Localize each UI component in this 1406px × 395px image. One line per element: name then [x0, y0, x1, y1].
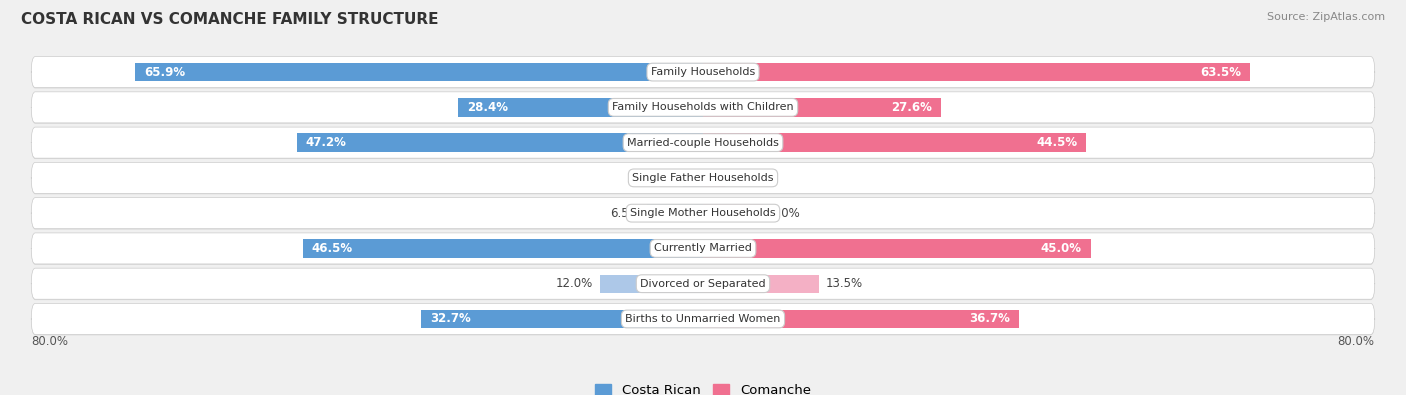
Bar	[683, 169, 703, 187]
Bar	[302, 239, 703, 258]
Text: 12.0%: 12.0%	[555, 277, 593, 290]
FancyBboxPatch shape	[31, 57, 1375, 88]
Bar	[422, 310, 703, 328]
Text: 36.7%: 36.7%	[970, 312, 1011, 325]
Text: 80.0%: 80.0%	[1337, 335, 1375, 348]
FancyBboxPatch shape	[31, 304, 1375, 335]
Bar	[703, 239, 1091, 258]
Text: 2.3%: 2.3%	[647, 171, 676, 184]
Bar	[297, 134, 703, 152]
FancyBboxPatch shape	[31, 234, 1375, 265]
Text: 45.0%: 45.0%	[1040, 242, 1083, 255]
FancyBboxPatch shape	[31, 93, 1375, 124]
Text: 46.5%: 46.5%	[311, 242, 353, 255]
Text: 27.6%: 27.6%	[891, 101, 932, 114]
FancyBboxPatch shape	[31, 92, 1375, 123]
Bar	[135, 63, 703, 81]
Text: 65.9%: 65.9%	[143, 66, 186, 79]
Text: 6.5%: 6.5%	[610, 207, 640, 220]
Text: 47.2%: 47.2%	[305, 136, 346, 149]
Bar	[458, 98, 703, 117]
Text: 44.5%: 44.5%	[1036, 136, 1077, 149]
Bar	[703, 134, 1087, 152]
FancyBboxPatch shape	[31, 269, 1375, 300]
Text: 28.4%: 28.4%	[467, 101, 508, 114]
FancyBboxPatch shape	[31, 303, 1375, 335]
Text: COSTA RICAN VS COMANCHE FAMILY STRUCTURE: COSTA RICAN VS COMANCHE FAMILY STRUCTURE	[21, 12, 439, 27]
Bar	[703, 63, 1250, 81]
Text: 7.0%: 7.0%	[770, 207, 800, 220]
Text: 2.5%: 2.5%	[731, 171, 761, 184]
FancyBboxPatch shape	[31, 127, 1375, 158]
Text: Single Mother Households: Single Mother Households	[630, 208, 776, 218]
Text: 13.5%: 13.5%	[827, 277, 863, 290]
Text: 63.5%: 63.5%	[1201, 66, 1241, 79]
Text: Divorced or Separated: Divorced or Separated	[640, 279, 766, 289]
FancyBboxPatch shape	[31, 268, 1375, 299]
FancyBboxPatch shape	[31, 198, 1375, 229]
Text: Births to Unmarried Women: Births to Unmarried Women	[626, 314, 780, 324]
FancyBboxPatch shape	[31, 56, 1375, 88]
Bar	[647, 204, 703, 222]
Legend: Costa Rican, Comanche: Costa Rican, Comanche	[591, 378, 815, 395]
Bar	[599, 275, 703, 293]
Text: Single Father Households: Single Father Households	[633, 173, 773, 183]
Bar	[703, 204, 763, 222]
Bar	[703, 98, 941, 117]
Text: Family Households: Family Households	[651, 67, 755, 77]
Text: 80.0%: 80.0%	[31, 335, 69, 348]
FancyBboxPatch shape	[31, 233, 1375, 264]
FancyBboxPatch shape	[31, 128, 1375, 159]
Bar	[703, 275, 820, 293]
FancyBboxPatch shape	[31, 163, 1375, 194]
FancyBboxPatch shape	[31, 199, 1375, 229]
FancyBboxPatch shape	[31, 162, 1375, 194]
Bar	[703, 169, 724, 187]
Text: Currently Married: Currently Married	[654, 243, 752, 254]
Bar	[703, 310, 1019, 328]
Text: Married-couple Households: Married-couple Households	[627, 137, 779, 148]
Text: Source: ZipAtlas.com: Source: ZipAtlas.com	[1267, 12, 1385, 22]
Text: 32.7%: 32.7%	[430, 312, 471, 325]
Text: Family Households with Children: Family Households with Children	[612, 102, 794, 112]
